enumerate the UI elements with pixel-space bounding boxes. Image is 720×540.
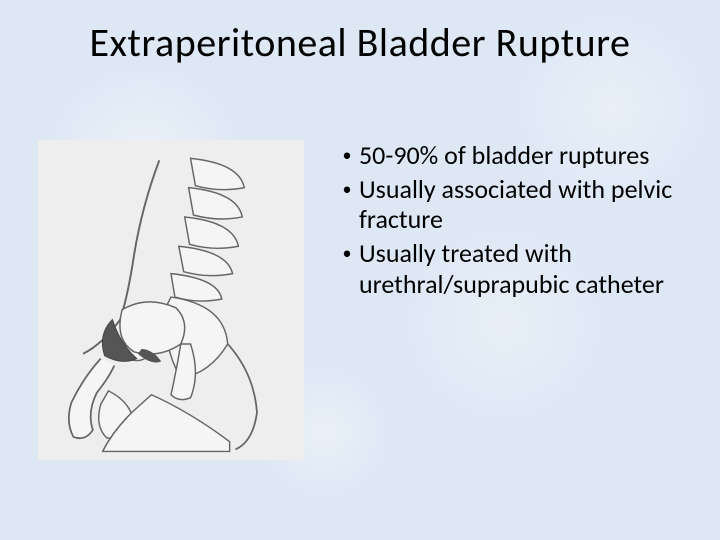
slide-title: Extraperitoneal Bladder Rupture	[0, 18, 720, 67]
bullet-marker: •	[335, 174, 359, 204]
bullet-marker: •	[335, 140, 359, 170]
bullet-list: • 50-90% of bladder ruptures • Usually a…	[335, 140, 685, 303]
bullet-item: • Usually associated with pelvic fractur…	[335, 174, 685, 234]
bullet-text: 50-90% of bladder ruptures	[359, 140, 649, 170]
bullet-item: • 50-90% of bladder ruptures	[335, 140, 685, 170]
bullet-text: Usually associated with pelvic fracture	[359, 174, 685, 234]
bullet-text: Usually treated with urethral/suprapubic…	[359, 238, 685, 298]
bullet-item: • Usually treated with urethral/suprapub…	[335, 238, 685, 298]
anatomy-image-frame	[38, 140, 304, 460]
bullet-marker: •	[335, 238, 359, 268]
sagittal-pelvis-diagram	[44, 146, 298, 454]
